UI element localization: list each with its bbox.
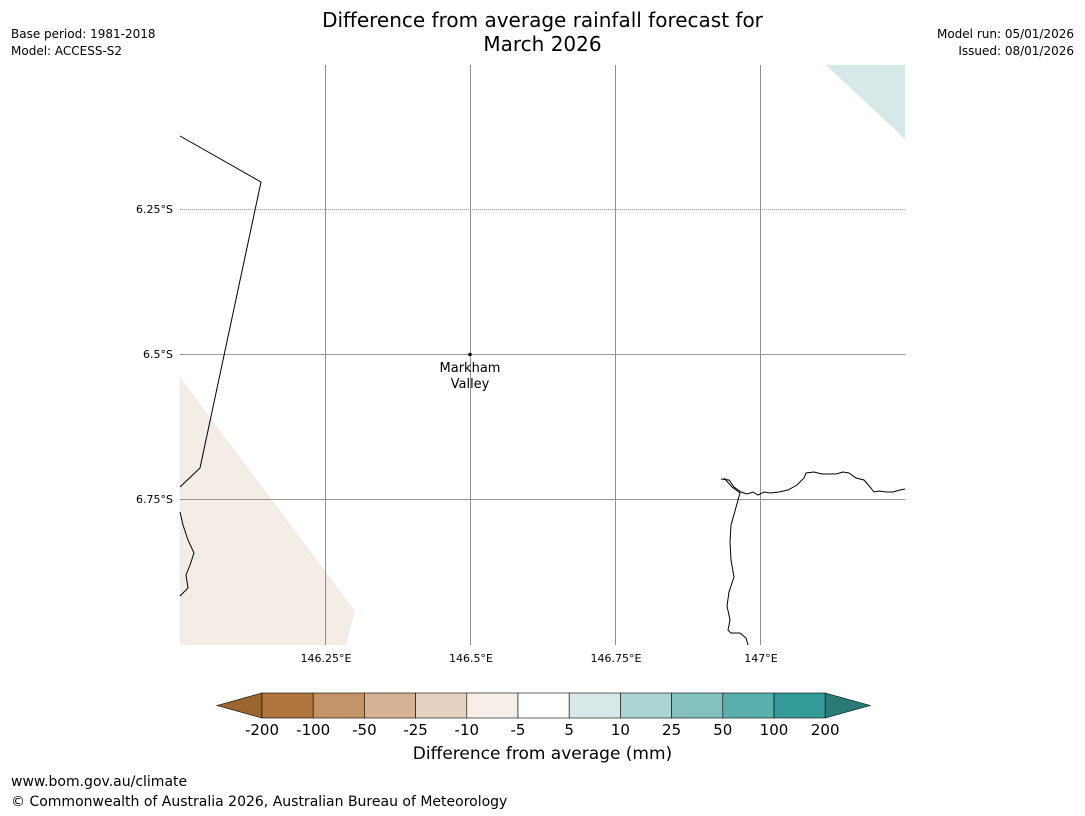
colorbar-bin — [466, 692, 519, 719]
colorbar-tick-label: -25 — [403, 721, 428, 739]
colorbar-tick-label: 50 — [713, 721, 732, 739]
colorbar-bin — [364, 692, 416, 719]
tan-shaded-area — [180, 377, 355, 645]
lon-label: 146.5°E — [449, 652, 493, 665]
colorbar: -200 -100 -50 -25 -10 -5 5 10 25 50 100 200 — [215, 692, 872, 739]
colorbar-bin — [568, 692, 621, 719]
meta-left: Base period: 1981-2018 Model: ACCESS-S2 — [11, 26, 156, 60]
colorbar-bin — [415, 692, 468, 719]
lon-label: 147°E — [744, 652, 777, 665]
lon-labels: 146.25°E 146.5°E 146.75°E 147°E — [301, 652, 778, 665]
colorbar-tick-label: -5 — [511, 721, 526, 739]
place-label: Markham Valley — [440, 361, 501, 392]
title-line-1: Difference from average rainfall forecas… — [322, 8, 763, 32]
colorbar-extend-high — [824, 692, 872, 719]
map-title: Difference from average rainfall forecas… — [0, 8, 1085, 56]
footer-url: www.bom.gov.au/climate — [11, 774, 188, 790]
teal-shaded-area — [826, 65, 905, 139]
place-name-line-1: Markham — [440, 361, 501, 376]
colorbar-bin — [773, 692, 826, 719]
place-name-line-2: Valley — [451, 377, 490, 392]
colorbar-tick-label: 200 — [811, 721, 840, 739]
model-text: Model: ACCESS-S2 — [11, 44, 123, 58]
lon-label: 146.75°E — [591, 652, 642, 665]
colorbar-extend-low — [215, 692, 263, 719]
lat-label: 6.75°S — [136, 493, 173, 506]
title-line-2: March 2026 — [483, 32, 602, 56]
meta-right: Model run: 05/01/2026 Issued: 08/01/2026 — [937, 26, 1074, 60]
place-marker-dot — [468, 352, 472, 357]
colorbar-bin — [517, 692, 570, 719]
colorbar-tick-label: -100 — [296, 721, 330, 739]
colorbar-tick-label: -200 — [245, 721, 279, 739]
colorbar-label: Difference from average (mm) — [412, 744, 673, 764]
colorbar-tick-label: 5 — [564, 721, 574, 739]
boundaries — [179, 135, 906, 646]
issued-text: Issued: 08/01/2026 — [958, 44, 1074, 58]
lat-label: 6.5°S — [143, 348, 173, 361]
colorbar-bin — [671, 692, 724, 719]
model-run-text: Model run: 05/01/2026 — [936, 27, 1074, 41]
lat-label: 6.25°S — [136, 203, 173, 216]
lon-label: 146.25°E — [301, 652, 352, 665]
colorbar-bin — [312, 692, 365, 719]
graticule — [180, 65, 905, 645]
base-period-text: Base period: 1981-2018 — [11, 27, 156, 41]
colorbar-tick-label: 100 — [760, 721, 789, 739]
colorbar-bin — [722, 692, 775, 719]
footer-copyright: © Commonwealth of Australia 2026, Austra… — [11, 794, 508, 810]
colorbar-tick-label: -10 — [455, 721, 480, 739]
colorbar-tick-label: -50 — [352, 721, 377, 739]
coastline-east — [720, 471, 906, 496]
coastline-river — [723, 477, 749, 646]
province-boundary — [179, 135, 262, 488]
colorbar-tick-label: 25 — [662, 721, 681, 739]
colorbar-bin — [620, 692, 672, 719]
colorbar-bin — [261, 692, 314, 719]
lat-labels: 6.25°S 6.5°S 6.75°S — [136, 203, 173, 506]
coastline-west — [179, 511, 195, 597]
colorbar-tick-label: 10 — [611, 721, 630, 739]
